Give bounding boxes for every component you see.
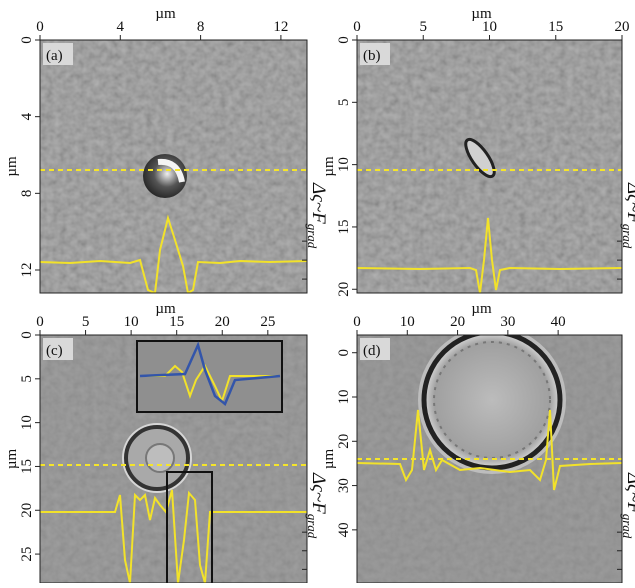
x-tick-label: 0 xyxy=(36,314,44,330)
frame xyxy=(39,39,308,294)
x-tick-label: 5 xyxy=(420,19,428,35)
y-tick-label: 0 xyxy=(19,331,35,339)
y-tick-label: 30 xyxy=(336,478,352,493)
x-tick-label: 20 xyxy=(215,314,230,330)
y-tick-label: 20 xyxy=(336,434,352,449)
y-tick-label: 10 xyxy=(336,390,352,405)
side-label-sub: grad xyxy=(620,514,635,539)
y-tick-label: 25 xyxy=(19,547,35,562)
y-axis-unit: µm xyxy=(4,156,20,177)
x-tick-label: 4 xyxy=(117,19,125,35)
panel: 0 5 10 15 20 25 0 5 10 15 20 25 µm µm (c) Δς~Fgrad xyxy=(4,301,329,584)
panel: 0 5 10 15 20 0 5 10 15 20 µm µm (b) Δς~Fgrad xyxy=(321,6,635,297)
y-tick-label: 0 xyxy=(19,36,35,44)
side-label-sub: grad xyxy=(305,514,320,539)
x-tick-label: 0 xyxy=(353,19,361,35)
y-tick-label: 10 xyxy=(19,415,35,430)
x-tick-label: 30 xyxy=(500,314,515,330)
panel: 0 10 20 30 40 0 10 20 30 40 µm µm (d) Δς~Fgrad xyxy=(321,301,635,584)
y-tick-label: 20 xyxy=(19,503,35,518)
x-tick-label: 5 xyxy=(82,314,90,330)
x-tick-label: 8 xyxy=(197,19,205,35)
side-label-main: Δς~F xyxy=(623,182,635,224)
y-tick-label: 8 xyxy=(19,190,35,198)
panel-label-box xyxy=(360,43,390,65)
side-label: Δς~Fgrad xyxy=(305,472,329,539)
side-label-main: Δς~F xyxy=(623,472,635,514)
y-axis-unit: µm xyxy=(321,156,337,177)
panel: 0 4 8 12 0 4 8 12 µm µm (a) Δς~Fgrad xyxy=(4,6,329,294)
side-label: Δς~Fgrad xyxy=(620,472,635,539)
x-axis-unit: µm xyxy=(471,6,492,22)
y-tick-label: 12 xyxy=(19,263,35,278)
x-tick-label: 15 xyxy=(169,314,184,330)
x-tick-label: 12 xyxy=(273,19,288,35)
x-tick-label: 15 xyxy=(548,19,563,35)
y-tick-label: 0 xyxy=(336,349,352,357)
y-tick-label: 4 xyxy=(19,112,35,120)
side-label-main: Δς~F xyxy=(308,472,329,514)
x-tick-label: 10 xyxy=(124,314,139,330)
x-tick-label: 10 xyxy=(400,314,415,330)
side-label: Δς~Fgrad xyxy=(305,182,329,249)
y-tick-label: 0 xyxy=(336,36,352,44)
side-label: Δς~Fgrad xyxy=(620,182,635,249)
y-tick-label: 5 xyxy=(336,99,352,107)
side-label-sub: grad xyxy=(305,224,320,249)
panel-label-box xyxy=(43,338,73,360)
x-tick-label: 25 xyxy=(260,314,275,330)
panel-label: (b) xyxy=(363,48,381,64)
panel-label: (a) xyxy=(46,48,63,64)
y-tick-label: 20 xyxy=(336,282,352,297)
y-tick-label: 10 xyxy=(336,157,352,172)
image-c xyxy=(40,335,307,583)
x-tick-label: 40 xyxy=(551,314,566,330)
x-tick-label: 20 xyxy=(450,314,465,330)
y-tick-label: 5 xyxy=(19,375,35,383)
x-tick-label: 0 xyxy=(36,19,44,35)
panel-label-box xyxy=(360,338,390,360)
panel-label-box xyxy=(43,43,73,65)
x-tick-label: 10 xyxy=(482,19,497,35)
y-axis-unit: µm xyxy=(4,449,20,470)
y-tick-label: 40 xyxy=(336,522,352,537)
panel-label: (d) xyxy=(363,343,381,359)
y-tick-label: 15 xyxy=(336,219,352,234)
x-axis-unit: µm xyxy=(155,6,176,22)
side-label-main: Δς~F xyxy=(308,182,329,224)
x-axis-unit: µm xyxy=(155,301,176,317)
panel-label: (c) xyxy=(46,343,63,359)
y-tick-label: 15 xyxy=(19,459,35,474)
x-tick-label: 0 xyxy=(353,314,361,330)
side-label-sub: grad xyxy=(620,224,635,249)
x-axis-unit: µm xyxy=(471,301,492,317)
image-a xyxy=(40,40,307,293)
x-tick-label: 20 xyxy=(615,19,630,35)
image-d xyxy=(357,335,622,583)
image-b xyxy=(357,40,622,293)
y-axis-unit: µm xyxy=(321,449,337,470)
